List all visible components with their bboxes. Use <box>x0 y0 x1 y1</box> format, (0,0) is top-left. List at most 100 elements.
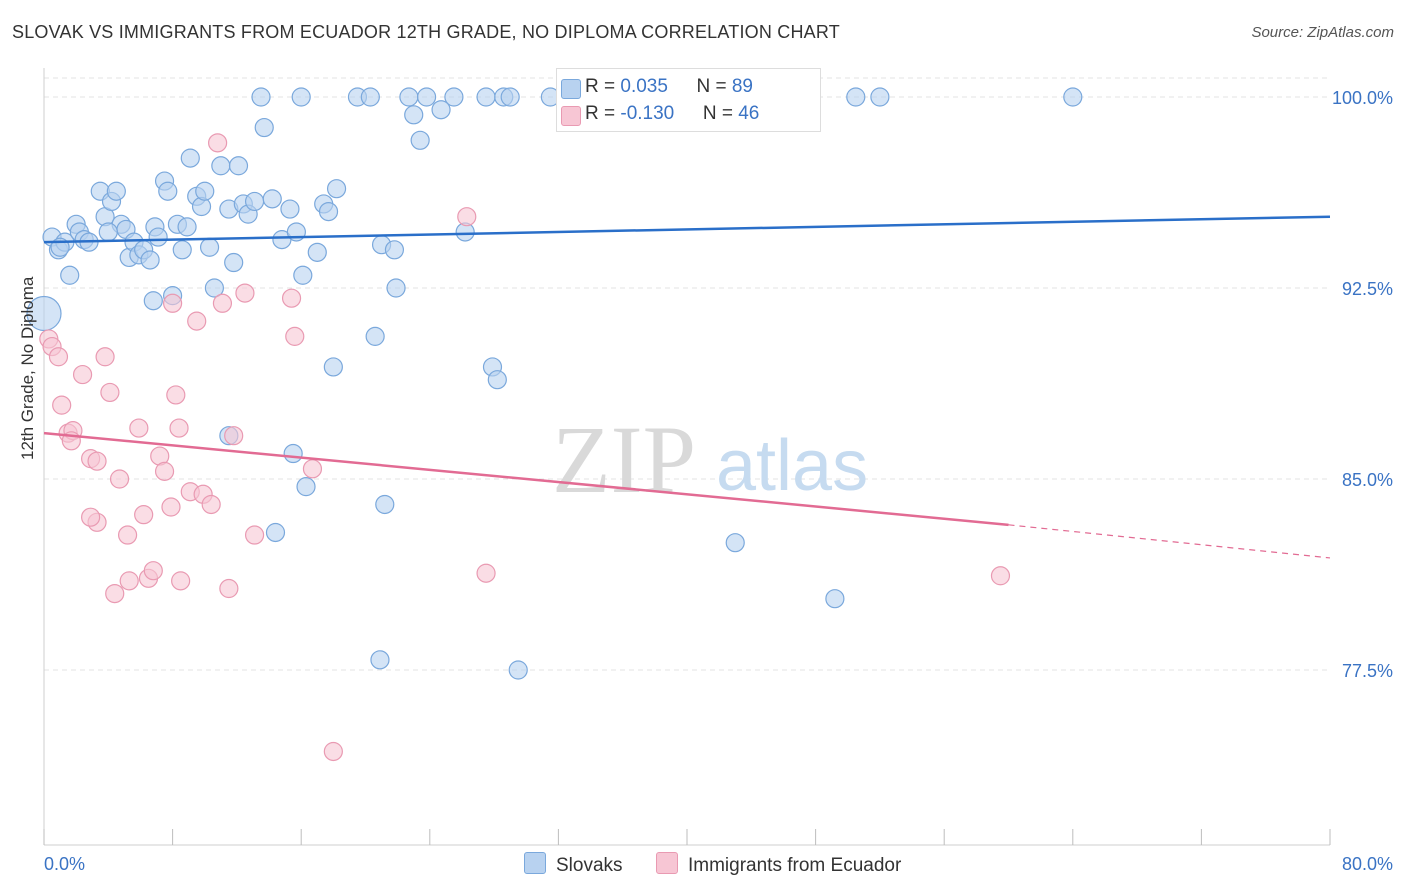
slovaks-point <box>326 179 347 199</box>
axes <box>43 68 1331 846</box>
ecuador-point <box>212 293 233 313</box>
x-tick-labels: 0.0% 80.0% <box>44 854 1393 874</box>
r-value: 0.035 <box>620 76 668 97</box>
y-tick-label: 100.0% <box>1332 88 1393 108</box>
slovaks-point <box>725 533 745 553</box>
n-value: 46 <box>738 103 760 124</box>
ecuador-point <box>187 311 207 331</box>
ecuador-point <box>169 418 189 438</box>
legend-item-ecuador: Immigrants from Ecuador <box>656 852 901 877</box>
slovaks-point <box>399 87 419 107</box>
slovaks-point <box>140 250 160 270</box>
slovaks-point <box>265 522 286 543</box>
legend-swatch-ecuador <box>656 852 678 874</box>
ecuador-point <box>208 133 228 153</box>
slovaks-point <box>444 87 464 107</box>
watermark: ZIP atlas <box>552 406 868 513</box>
ecuador-point <box>119 571 139 591</box>
ecuador-point <box>166 385 186 405</box>
watermark-zip: ZIP <box>552 406 696 513</box>
stats-row-ecuador: R = -0.130 N = 46 <box>561 103 760 126</box>
slovaks-point <box>508 660 528 680</box>
slovaks-point <box>375 494 395 515</box>
ecuador-point <box>105 583 125 604</box>
slovaks-point <box>177 217 197 237</box>
n-label: N = <box>696 76 732 97</box>
slovaks-point <box>386 278 406 298</box>
x-tick-label-max: 80.0% <box>1342 854 1393 874</box>
n-value: 89 <box>731 76 753 97</box>
y-tick-label: 92.5% <box>1342 279 1393 299</box>
slovaks-swatch <box>561 79 581 99</box>
slovaks-point <box>384 240 405 260</box>
slovaks-point <box>291 87 311 107</box>
source-label: Source: ZipAtlas.com <box>1251 24 1394 41</box>
ecuador-trend-extension <box>1008 524 1331 559</box>
slovaks-point <box>318 202 339 222</box>
ecuador-point <box>302 459 323 479</box>
ecuador-point <box>285 326 305 346</box>
ecuador-swatch <box>561 106 581 126</box>
stats-legend: R = 0.035 N = 89 R = -0.130 N = 46 <box>556 68 821 132</box>
legend-item-slovaks: Slovaks <box>524 852 623 877</box>
slovaks-point <box>180 148 200 168</box>
r-value: -0.130 <box>620 103 675 124</box>
slovaks-point <box>211 156 231 176</box>
ecuador-point <box>129 418 149 438</box>
slovaks-point <box>410 130 430 150</box>
slovaks-point <box>143 291 163 311</box>
watermark-atlas: atlas <box>716 426 868 506</box>
ecuador-point <box>457 207 477 227</box>
slovaks-point <box>158 181 178 201</box>
ecuador-point <box>109 469 130 489</box>
ecuador-point <box>281 288 302 308</box>
ecuador-points <box>39 133 1011 762</box>
slovaks-point <box>251 87 271 107</box>
slovaks-point <box>416 87 437 107</box>
chart-title: SLOVAK VS IMMIGRANTS FROM ECUADOR 12TH G… <box>12 22 840 42</box>
slovaks-point <box>172 240 192 260</box>
y-axis-label: 12th Grade, No Diploma <box>18 276 37 460</box>
slovaks-point <box>280 199 300 219</box>
slovaks-point <box>365 326 385 346</box>
slovaks-point <box>293 265 313 285</box>
ecuador-trend-line <box>43 431 1009 527</box>
slovaks-trend-line <box>43 215 1331 244</box>
ecuador-point <box>224 426 244 446</box>
r-label: R = <box>585 103 621 124</box>
ecuador-point <box>72 364 93 385</box>
ecuador-point <box>163 293 183 313</box>
ecuador-point <box>990 566 1011 586</box>
slovaks-point <box>224 252 244 273</box>
ecuador-point <box>48 347 69 367</box>
slovaks-point <box>26 295 62 332</box>
y-tick-label: 77.5% <box>1342 661 1393 681</box>
ecuador-point <box>235 283 255 303</box>
ecuador-point <box>52 395 72 415</box>
y-tick-labels: 77.5% 85.0% 92.5% 100.0% <box>1332 88 1393 681</box>
slovaks-point <box>148 227 168 247</box>
legend-label-ecuador: Immigrants from Ecuador <box>688 855 902 876</box>
slovaks-point <box>431 100 451 120</box>
slovaks-point <box>254 117 274 138</box>
ecuador-point <box>476 563 496 583</box>
ecuador-point <box>134 505 154 525</box>
ecuador-point <box>244 525 265 545</box>
slovaks-point <box>1063 87 1083 107</box>
slovaks-point <box>296 477 316 497</box>
ecuador-point <box>117 525 138 545</box>
slovaks-point <box>846 87 866 107</box>
slovaks-points <box>26 87 1083 680</box>
legend-swatch-slovaks <box>524 852 546 874</box>
legend-label-slovaks: Slovaks <box>556 855 623 876</box>
slovaks-point <box>404 105 424 125</box>
slovaks-point <box>204 278 224 298</box>
ecuador-point <box>154 461 175 481</box>
slovaks-point <box>870 87 890 107</box>
slovaks-point <box>476 87 496 107</box>
slovaks-point <box>360 87 380 107</box>
slovaks-point <box>283 443 303 464</box>
slovaks-point <box>228 156 249 176</box>
slovaks-point <box>262 189 282 209</box>
